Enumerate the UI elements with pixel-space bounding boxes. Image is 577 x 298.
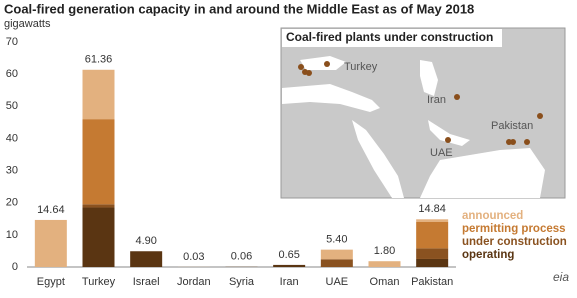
x-tick-label: Pakistan (411, 276, 453, 288)
x-tick-label: Egypt (37, 276, 65, 288)
legend-label: under construction (462, 236, 567, 248)
bar-segment (83, 208, 115, 267)
bar-segment (130, 251, 162, 267)
y-tick-label: 50 (6, 100, 18, 112)
x-tick-label: Iran (280, 276, 299, 288)
bar-segment (416, 222, 448, 248)
map-label: Turkey (344, 61, 378, 73)
total-label: 5.40 (326, 234, 347, 246)
x-tick-label: Jordan (177, 276, 211, 288)
total-label: 14.64 (37, 204, 65, 216)
x-tick-label: UAE (326, 276, 349, 288)
total-label: 0.03 (183, 251, 204, 263)
total-label: 14.84 (418, 203, 446, 215)
bar-segment (83, 204, 115, 207)
bar-segment (83, 70, 115, 119)
total-label: 4.90 (135, 235, 156, 247)
map-label: UAE (430, 147, 453, 159)
x-tick-label: Turkey (82, 276, 116, 288)
total-label: 0.65 (278, 249, 299, 261)
bar-segment (416, 248, 448, 259)
x-tick-label: Israel (133, 276, 160, 288)
x-tick-label: Oman (370, 276, 400, 288)
bar-segment (416, 219, 448, 222)
legend-label: operating (462, 249, 514, 261)
bar-segment (35, 220, 67, 267)
map-label: Pakistan (491, 120, 533, 132)
y-tick-label: 70 (6, 36, 18, 48)
x-tick-label: Syria (229, 276, 255, 288)
logo: eia (553, 270, 569, 284)
legend-label: announced (462, 210, 523, 222)
bar-segment (369, 261, 401, 267)
y-tick-label: 30 (6, 164, 18, 176)
bar-segment (321, 259, 353, 267)
total-label: 1.80 (374, 245, 395, 257)
chart-subtitle: gigawatts (4, 18, 51, 30)
bar-segment (321, 250, 353, 260)
bar-segment (83, 119, 115, 204)
chart-title: Coal-fired generation capacity in and ar… (4, 1, 474, 16)
bar-segment (416, 259, 448, 267)
y-tick-label: 10 (6, 229, 18, 241)
y-tick-label: 0 (12, 261, 18, 273)
legend-label: permitting process (462, 223, 566, 235)
y-tick-label: 40 (6, 132, 18, 144)
y-tick-label: 20 (6, 197, 18, 209)
total-label: 61.36 (85, 54, 113, 66)
map-label: Iran (427, 94, 446, 106)
total-label: 0.06 (231, 251, 252, 263)
map-title: Coal-fired plants under construction (286, 30, 493, 44)
bar-segment (273, 265, 305, 267)
map-inset: Coal-fired plants under construction Tur… (281, 28, 565, 198)
y-tick-label: 60 (6, 68, 18, 80)
